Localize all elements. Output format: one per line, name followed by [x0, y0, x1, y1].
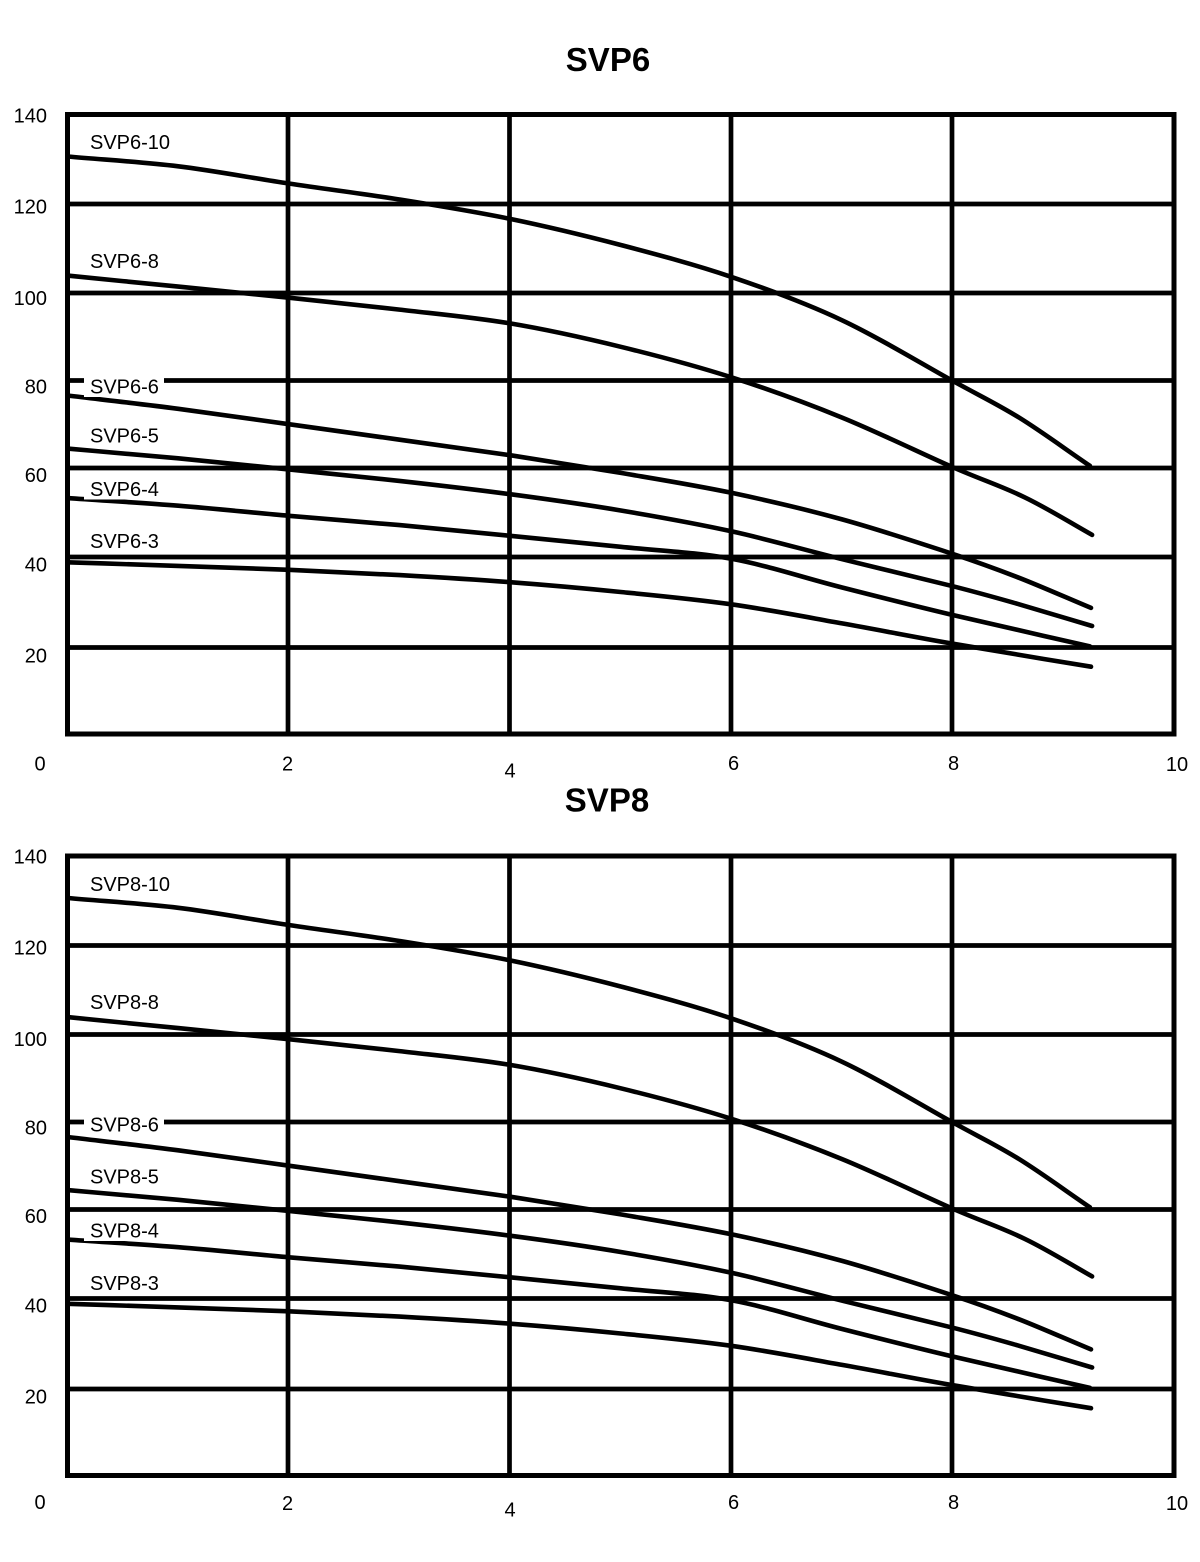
- svg-text:SVP6: SVP6: [566, 41, 650, 78]
- svg-text:8: 8: [948, 1492, 959, 1514]
- svg-text:8: 8: [948, 753, 959, 775]
- svg-text:SVP8-4: SVP8-4: [90, 1220, 159, 1242]
- svg-text:SVP6-10: SVP6-10: [90, 132, 170, 154]
- svg-text:4: 4: [504, 760, 515, 782]
- svg-text:80: 80: [25, 376, 47, 398]
- svg-text:40: 40: [25, 1295, 47, 1317]
- svg-text:10: 10: [1166, 754, 1188, 776]
- svg-text:SVP6-5: SVP6-5: [90, 426, 159, 448]
- svg-text:SVP8: SVP8: [565, 782, 649, 819]
- svg-text:0: 0: [34, 1492, 45, 1514]
- svg-text:100: 100: [14, 288, 47, 310]
- svg-text:120: 120: [14, 937, 47, 959]
- svg-text:SVP8-8: SVP8-8: [90, 992, 159, 1014]
- svg-text:2: 2: [282, 1493, 293, 1515]
- svg-text:SVP6-3: SVP6-3: [90, 531, 159, 553]
- svg-text:10: 10: [1166, 1493, 1188, 1515]
- svg-text:SVP8-10: SVP8-10: [90, 874, 170, 896]
- svg-text:100: 100: [14, 1029, 47, 1051]
- svg-text:140: 140: [14, 105, 47, 127]
- svg-text:20: 20: [25, 1386, 47, 1408]
- svg-text:SVP6-8: SVP6-8: [90, 251, 159, 273]
- svg-text:140: 140: [14, 846, 47, 868]
- svg-text:2: 2: [282, 753, 293, 775]
- svg-text:20: 20: [25, 645, 47, 667]
- svg-text:6: 6: [728, 753, 739, 775]
- svg-text:6: 6: [728, 1492, 739, 1514]
- svg-text:SVP8-6: SVP8-6: [90, 1115, 159, 1137]
- svg-text:40: 40: [25, 554, 47, 576]
- svg-text:SVP6-4: SVP6-4: [90, 479, 159, 501]
- svg-text:SVP8-3: SVP8-3: [90, 1273, 159, 1295]
- svg-text:80: 80: [25, 1117, 47, 1139]
- svg-text:0: 0: [34, 753, 45, 775]
- svg-text:SVP8-5: SVP8-5: [90, 1167, 159, 1189]
- svg-text:60: 60: [25, 465, 47, 487]
- svg-text:120: 120: [14, 196, 47, 218]
- svg-text:4: 4: [504, 1499, 515, 1521]
- svg-text:SVP6-6: SVP6-6: [90, 376, 159, 398]
- svg-text:60: 60: [25, 1206, 47, 1228]
